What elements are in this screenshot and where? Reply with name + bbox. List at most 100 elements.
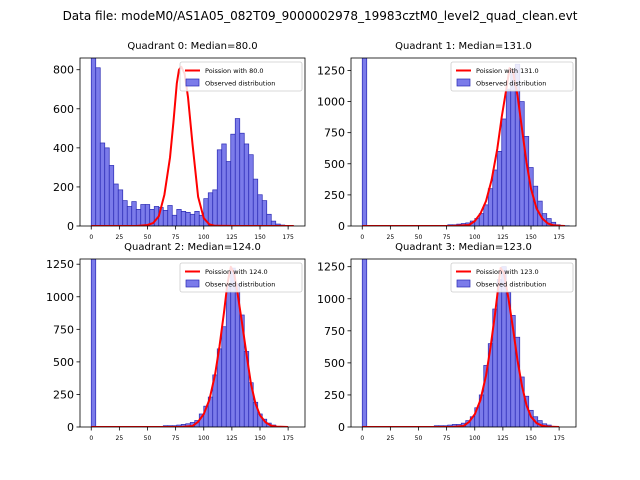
- histogram-bar: [361, 259, 368, 427]
- histogram-bar: [90, 259, 97, 427]
- histogram-bars: [361, 58, 570, 226]
- x-tick-label: 150: [254, 435, 266, 442]
- y-tick-label: 750: [324, 325, 345, 338]
- histogram-bar: [483, 204, 489, 226]
- y-tick-label: 0: [338, 421, 345, 434]
- histogram-bar: [104, 147, 110, 226]
- figure-title: Data file: modeM0/AS1A05_082T09_90000029…: [63, 9, 578, 23]
- histogram-bar: [501, 118, 507, 226]
- y-tick-label: 0: [67, 421, 74, 434]
- histogram-bar: [239, 132, 245, 226]
- y-tick-label: 0: [338, 220, 345, 233]
- histogram-bar: [221, 326, 227, 427]
- histogram-bar: [257, 194, 263, 226]
- y-tick-label: 750: [53, 323, 74, 336]
- y-tick-label: 1250: [317, 64, 345, 77]
- histogram-bar: [99, 142, 106, 226]
- x-tick-label: 50: [415, 435, 423, 442]
- legend-observed-label: Observed distribution: [476, 80, 546, 88]
- quadrant-3-chart: Quadrant 3: Median=123.0 0 25 50 75 100 125 150…: [317, 242, 577, 442]
- histogram-bar: [252, 178, 259, 226]
- legend-observed-label: Observed distribution: [476, 281, 546, 289]
- y-tick-label: 600: [53, 103, 74, 116]
- histogram-bar: [140, 204, 146, 226]
- poisson-curve: [91, 65, 294, 226]
- x-tick-label: 75: [443, 234, 451, 241]
- histogram-bar: [361, 58, 368, 226]
- quadrant-0-chart: Quadrant 0: Median=80.0 0 25 50 75 100 125 150 1…: [53, 41, 306, 241]
- x-tick-label: 75: [443, 435, 451, 442]
- histogram-bar: [492, 169, 498, 226]
- y-tick-label: 1250: [46, 258, 74, 271]
- x-tick-label: 0: [89, 234, 93, 241]
- y-tick-label: 0: [67, 220, 74, 233]
- x-tick-label: 25: [116, 435, 124, 442]
- axes-frame: [350, 258, 577, 428]
- histogram-bar: [261, 200, 268, 226]
- x-tick-label: 75: [172, 435, 180, 442]
- quadrant-title: Quadrant 1: Median=131.0: [395, 41, 532, 52]
- x-tick-label: 125: [497, 435, 509, 442]
- x-tick-label: 125: [226, 234, 238, 241]
- histogram-bar: [131, 201, 137, 226]
- legend-box: [179, 61, 303, 92]
- y-tick-label: 1250: [317, 261, 345, 274]
- x-tick-label: 175: [553, 234, 565, 241]
- legend-box: [450, 262, 574, 293]
- histogram-bar: [221, 143, 227, 226]
- histogram-bar: [90, 58, 97, 226]
- x-tick-label: 150: [254, 234, 266, 241]
- histogram-bar: [207, 192, 214, 226]
- legend-poisson-label: Poission with 124.0: [205, 268, 268, 276]
- x-tick-label: 50: [144, 435, 152, 442]
- quadrant-1-chart: Quadrant 1: Median=131.0 0 25 50 75 100 125 150…: [317, 41, 577, 241]
- histogram-bar: [135, 209, 142, 226]
- histogram-bar: [108, 165, 115, 226]
- legend-poisson-label: Poission with 80.0: [205, 67, 264, 75]
- x-tick-label: 25: [387, 234, 395, 241]
- histogram-bar: [113, 183, 119, 226]
- quadrant-title: Quadrant 3: Median=123.0: [395, 242, 532, 253]
- x-tick-label: 75: [172, 234, 180, 241]
- axes-frame: [79, 258, 306, 428]
- x-tick-label: 100: [198, 435, 210, 442]
- histogram-bar: [510, 70, 516, 226]
- histogram-bar: [185, 211, 191, 226]
- histogram-bar: [189, 213, 196, 226]
- histogram-bar: [171, 214, 178, 226]
- x-tick-label: 0: [360, 435, 364, 442]
- quadrant-title: Quadrant 2: Median=124.0: [124, 242, 261, 253]
- quadrant-title: Quadrant 0: Median=80.0: [127, 41, 257, 52]
- histogram-bar: [225, 161, 232, 226]
- histogram-bar: [496, 150, 503, 226]
- histogram-bar: [122, 200, 128, 226]
- y-tick-label: 1000: [317, 293, 345, 306]
- y-tick-label: 250: [324, 389, 345, 402]
- histogram-bar: [180, 210, 187, 226]
- legend-observed-swatch: [185, 279, 200, 288]
- histogram-bar: [194, 210, 200, 226]
- x-tick-label: 125: [497, 234, 509, 241]
- legend-observed-swatch: [185, 78, 200, 87]
- histogram-bar: [95, 67, 101, 226]
- histogram-bar: [496, 279, 503, 427]
- legend: Poission with 123.0 Observed distribution: [450, 262, 574, 293]
- y-tick-label: 750: [324, 127, 345, 140]
- histogram-bar: [126, 206, 133, 226]
- histogram-bar: [230, 133, 236, 226]
- legend-observed-swatch: [456, 78, 471, 87]
- x-tick-label: 150: [525, 435, 537, 442]
- histogram-bar: [117, 189, 124, 226]
- y-tick-label: 1000: [46, 291, 74, 304]
- histogram-bar: [212, 189, 218, 226]
- legend-box: [450, 61, 574, 92]
- y-tick-label: 250: [53, 388, 74, 401]
- x-tick-label: 50: [144, 234, 152, 241]
- axes-frame: [79, 57, 306, 227]
- y-tick-label: 200: [53, 181, 74, 194]
- legend-poisson-label: Poission with 131.0: [476, 67, 539, 75]
- histogram-bar: [162, 210, 169, 226]
- histogram-bar: [144, 204, 151, 226]
- histogram-bar: [248, 154, 254, 226]
